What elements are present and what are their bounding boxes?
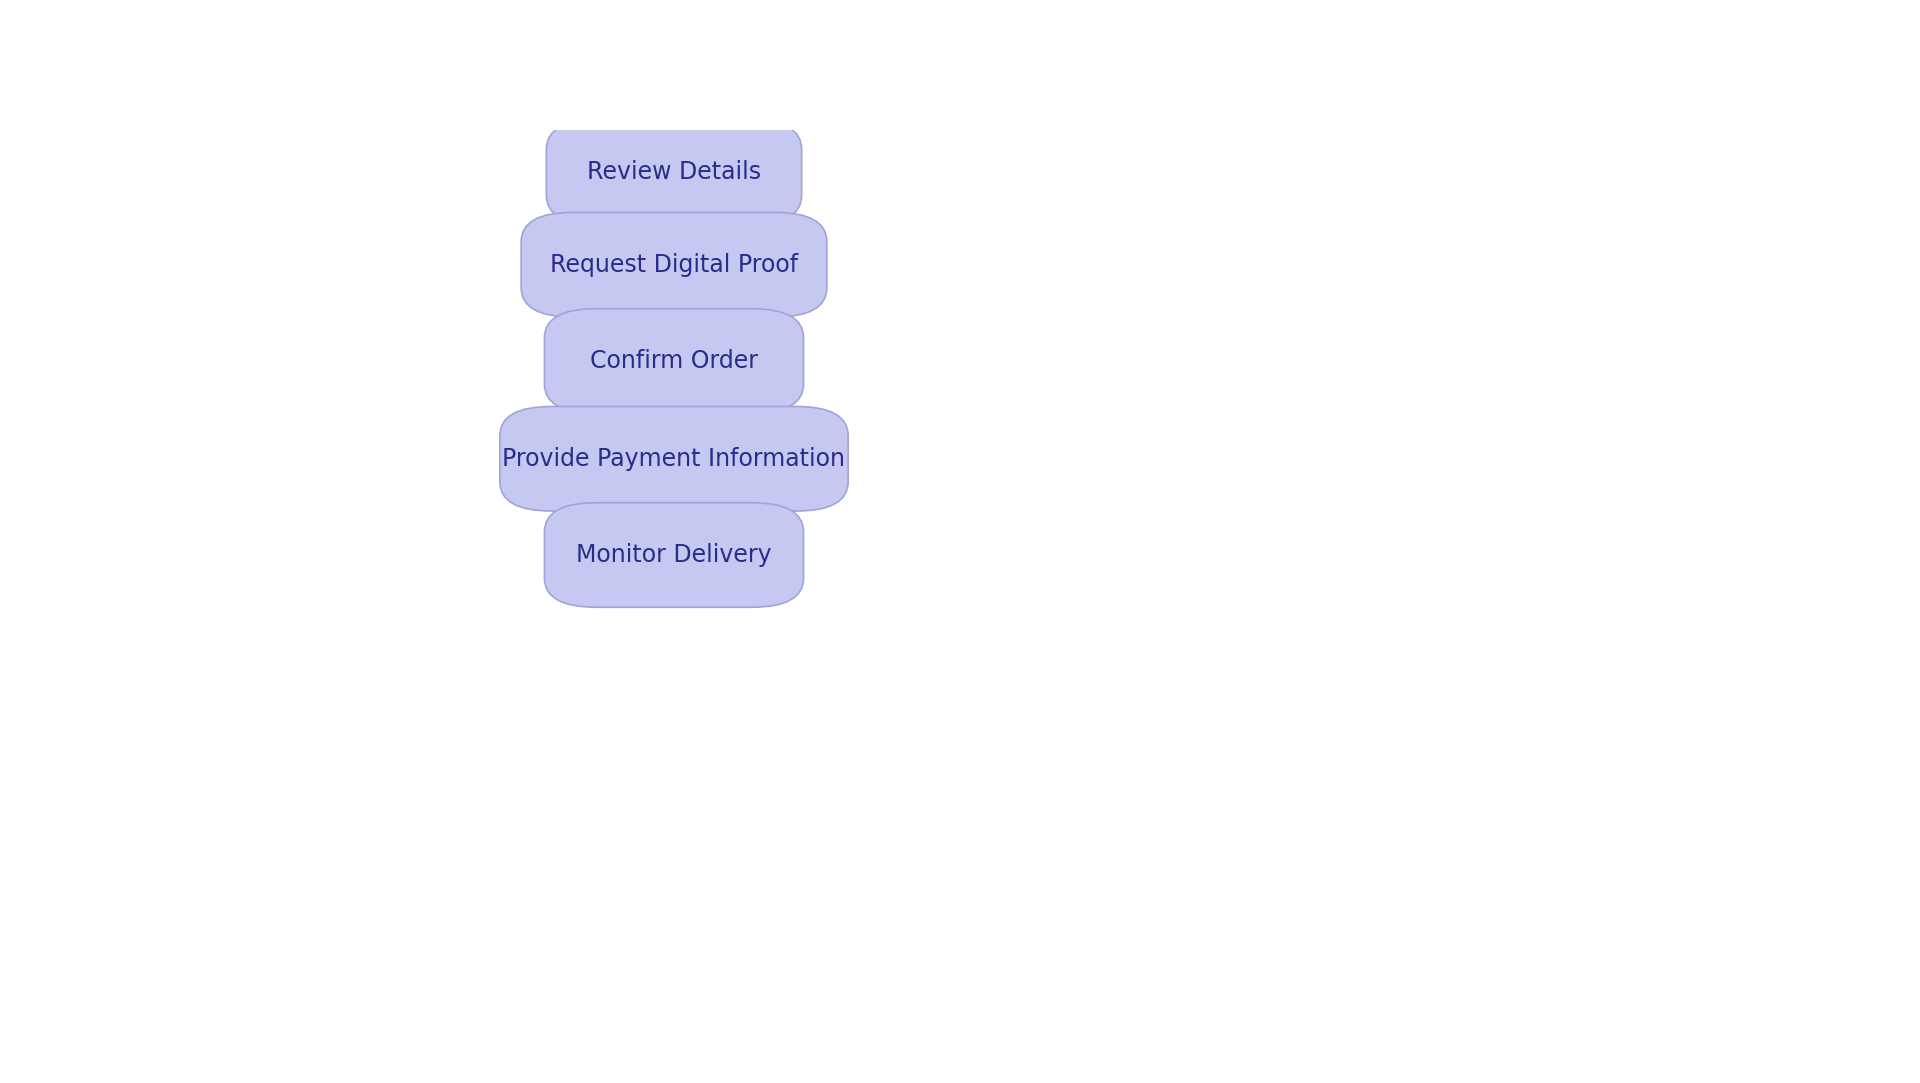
- Text: Review Details: Review Details: [588, 160, 760, 184]
- FancyBboxPatch shape: [520, 212, 828, 317]
- FancyBboxPatch shape: [499, 406, 849, 511]
- Text: Monitor Delivery: Monitor Delivery: [576, 543, 772, 567]
- FancyBboxPatch shape: [545, 309, 804, 414]
- FancyBboxPatch shape: [547, 120, 803, 224]
- FancyBboxPatch shape: [545, 503, 804, 608]
- Text: Provide Payment Information: Provide Payment Information: [503, 447, 845, 471]
- Text: Confirm Order: Confirm Order: [589, 349, 758, 373]
- Text: Request Digital Proof: Request Digital Proof: [549, 252, 799, 277]
